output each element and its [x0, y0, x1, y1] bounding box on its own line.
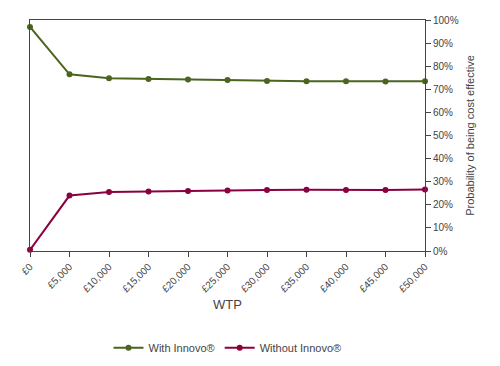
svg-text:40%: 40%: [433, 153, 453, 164]
svg-text:20%: 20%: [433, 199, 453, 210]
svg-text:0%: 0%: [433, 246, 448, 257]
svg-text:£45,000: £45,000: [357, 261, 391, 295]
svg-text:70%: 70%: [433, 84, 453, 95]
svg-text:£5,000: £5,000: [45, 261, 75, 291]
svg-text:£40,000: £40,000: [318, 261, 352, 295]
svg-text:£0: £0: [19, 261, 35, 277]
svg-text:£15,000: £15,000: [120, 261, 154, 295]
svg-text:30%: 30%: [433, 176, 453, 187]
svg-text:£10,000: £10,000: [81, 261, 115, 295]
svg-text:£20,000: £20,000: [160, 261, 194, 295]
svg-text:£50,000: £50,000: [397, 261, 431, 295]
svg-text:50%: 50%: [433, 130, 453, 141]
svg-text:Without Innovo®: Without Innovo®: [260, 342, 341, 354]
svg-text:Probability of being cost effe: Probability of being cost effective: [464, 55, 476, 216]
svg-text:WTP: WTP: [213, 297, 242, 312]
svg-text:90%: 90%: [433, 38, 453, 49]
svg-text:10%: 10%: [433, 222, 453, 233]
svg-text:£35,000: £35,000: [278, 261, 312, 295]
svg-text:80%: 80%: [433, 61, 453, 72]
svg-text:60%: 60%: [433, 107, 453, 118]
svg-text:100%: 100%: [433, 15, 459, 26]
svg-text:£25,000: £25,000: [199, 261, 233, 295]
svg-text:£30,000: £30,000: [239, 261, 273, 295]
svg-text:With Innovo®: With Innovo®: [149, 342, 215, 354]
